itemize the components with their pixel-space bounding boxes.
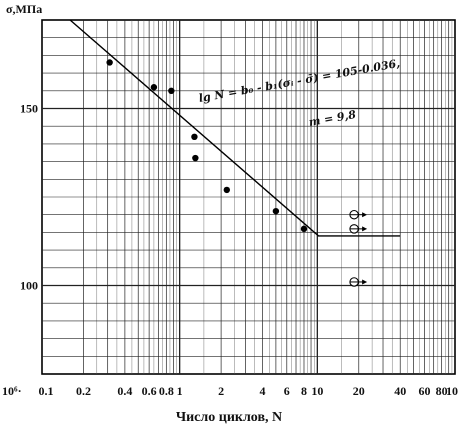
x-tick-label: 4 xyxy=(259,384,266,398)
x-tick-label: 1 xyxy=(176,384,183,398)
data-point xyxy=(168,87,175,95)
data-point xyxy=(300,225,308,233)
runout-arrow-head xyxy=(362,212,368,218)
data-point xyxy=(192,154,199,162)
data-points xyxy=(106,59,368,287)
runout-arrow-head xyxy=(362,279,368,285)
runout-arrow-head xyxy=(362,226,368,232)
fit-line xyxy=(69,19,401,237)
data-point xyxy=(150,84,158,91)
x-tick-label: 6 xyxy=(283,384,290,398)
data-point xyxy=(223,186,231,194)
x-tick-label: 10 xyxy=(311,384,324,398)
x-tick-label: 0.6 xyxy=(141,384,157,398)
x-tick-label: 0.2 xyxy=(75,384,91,398)
y-axis-title: σ,МПа xyxy=(6,2,43,16)
data-point xyxy=(191,133,198,141)
data-point xyxy=(272,207,280,215)
y-tick-label: 150 xyxy=(20,101,38,115)
x-tick-label: 0.8 xyxy=(158,384,174,398)
x-tick-label: 80 xyxy=(435,384,448,398)
x-axis-title: Число циклов, N xyxy=(175,410,283,425)
data-point xyxy=(106,59,113,66)
x-tick-label: 2 xyxy=(218,384,225,398)
x-tick-label: 20 xyxy=(352,384,365,398)
x-tick-label: 100 xyxy=(446,384,458,398)
regression-line xyxy=(69,19,401,237)
y-tick-label: 100 xyxy=(20,278,38,292)
x-tick-label: 0.4 xyxy=(117,384,133,398)
x-tick-label: 8 xyxy=(300,384,307,398)
x-tick-label: 60 xyxy=(418,384,431,398)
x-tick-label: 0.1 xyxy=(38,384,54,398)
grid-lines xyxy=(42,20,455,374)
x-tick-label: 40 xyxy=(394,384,407,398)
x-unit-multiplier: 10⁶· xyxy=(2,384,22,398)
